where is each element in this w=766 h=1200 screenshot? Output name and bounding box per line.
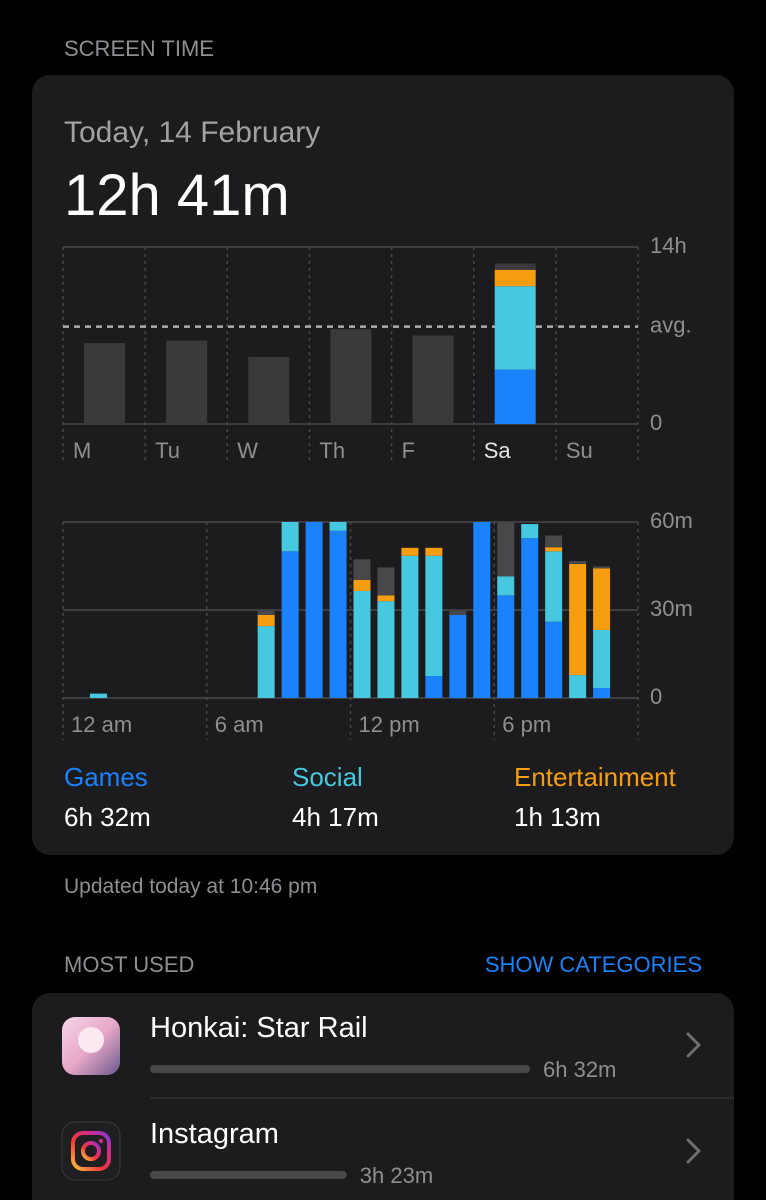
chevron (686, 1138, 701, 1164)
bar-segment (494, 286, 536, 370)
y-tick-label: 0 (650, 684, 662, 709)
bar-segment (281, 522, 299, 552)
bar-segment (425, 676, 443, 698)
legend-time: 6h 32m (64, 802, 151, 832)
bar-segment (257, 614, 275, 627)
bar-segment (545, 547, 563, 552)
bar-segment (593, 629, 611, 689)
bar-segment (281, 551, 299, 698)
bar-segment (449, 610, 467, 615)
app-row[interactable] (62, 1017, 701, 1075)
bar-segment (412, 335, 454, 424)
bar-segment (497, 576, 515, 596)
legend-time: 4h 17m (292, 802, 379, 832)
app-time: 6h 32m (543, 1057, 616, 1082)
legend-name: Games (64, 762, 148, 792)
x-tick-label: W (237, 438, 258, 463)
bar-segment (494, 369, 536, 424)
bar-segment (377, 601, 395, 698)
bar-segment (329, 522, 347, 531)
bar-segment (377, 567, 395, 596)
bar-segment (305, 522, 323, 698)
x-tick-label: 6 am (215, 712, 264, 737)
bar-segment (89, 693, 107, 698)
bar-segment (425, 547, 443, 556)
bar-segment (593, 688, 611, 698)
bar-segment (401, 547, 419, 556)
usage-bar (150, 1171, 347, 1179)
bar-segment (545, 535, 563, 548)
bar-segment (84, 343, 125, 424)
bar-segment (497, 522, 515, 577)
section-header: SCREEN TIME (64, 36, 214, 61)
legend-name: Social (292, 762, 363, 792)
total-time: 12h 41m (64, 163, 290, 228)
app-icon-detail (81, 1141, 101, 1161)
bar-segment (329, 530, 347, 698)
bar-segment (248, 356, 290, 424)
bar-segment (353, 559, 371, 580)
bar-segment (353, 590, 371, 698)
y-tick-label: 0 (650, 410, 662, 435)
bar-segment (593, 566, 611, 569)
updated-note: Updated today at 10:46 pm (64, 875, 317, 898)
bar-segment (473, 522, 491, 698)
bar-segment (353, 579, 371, 591)
bar-segment (569, 561, 587, 564)
chevron (686, 1032, 701, 1058)
average-label: avg. (650, 312, 692, 337)
x-tick-label: Su (566, 438, 593, 463)
legend-name: Entertainment (514, 762, 677, 792)
bar-segment (425, 555, 443, 676)
y-tick-label: 30m (650, 596, 693, 621)
y-tick-label: 14h (650, 233, 687, 258)
x-tick-label: 12 am (71, 712, 132, 737)
bar-segment (377, 595, 395, 602)
bar-segment (257, 610, 275, 615)
bar-segment (497, 595, 515, 698)
bar-segment (401, 555, 419, 698)
section-header: MOST USED (64, 952, 194, 977)
bar-segment (494, 263, 536, 270)
x-tick-label: 12 pm (359, 712, 420, 737)
bar-segment (569, 675, 587, 698)
app-icon-detail (71, 1131, 111, 1171)
x-tick-label: F (402, 438, 415, 463)
bar-segment (545, 621, 563, 698)
bar-segment (494, 269, 536, 287)
bar-segment (330, 329, 372, 424)
bar-segment (545, 551, 563, 622)
x-tick-label: 6 pm (502, 712, 551, 737)
show-categories-button[interactable]: SHOW CATEGORIES (485, 952, 702, 977)
legend-time: 1h 13m (514, 802, 601, 832)
app-icon-detail (78, 1027, 104, 1053)
app-icon-detail (98, 1138, 104, 1144)
x-tick-label: Tu (155, 438, 180, 463)
bar-segment (257, 626, 275, 698)
x-tick-label: M (73, 438, 91, 463)
usage-bar (150, 1065, 530, 1073)
app-icon (61, 1121, 121, 1181)
bar-segment (521, 524, 539, 539)
app-time: 3h 23m (360, 1163, 433, 1188)
bar-segment (449, 614, 467, 698)
y-tick-label: 60m (650, 508, 693, 533)
app-row[interactable] (61, 1121, 701, 1181)
bar-segment (569, 563, 587, 676)
bar-segment (593, 568, 611, 630)
app-name: Honkai: Star Rail (150, 1012, 368, 1044)
bar-segment (166, 340, 208, 424)
bar-segment (521, 538, 539, 698)
date: Today, 14 February (64, 116, 320, 149)
app-name: Instagram (150, 1118, 279, 1150)
x-tick-label: Sa (484, 438, 512, 463)
x-tick-label: Th (319, 438, 345, 463)
apps-card (32, 993, 734, 1200)
